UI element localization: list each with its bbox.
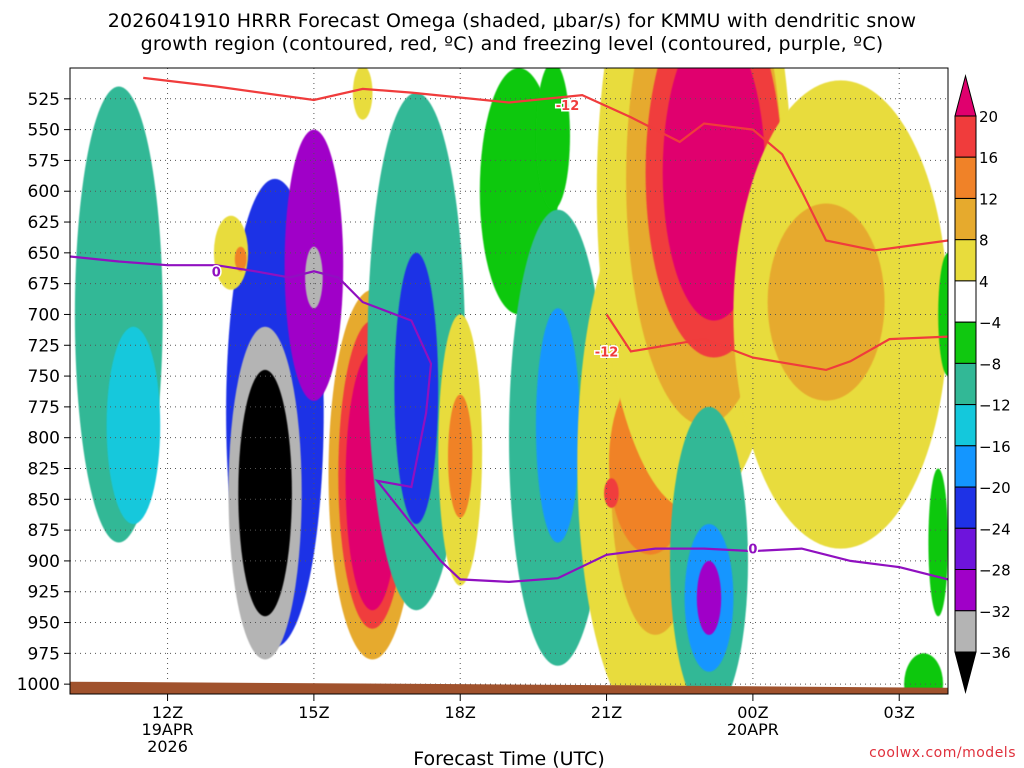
x-tick-label: 21Z	[591, 703, 622, 722]
dgz-contour-top	[143, 76, 948, 252]
x-tick-label: 15Z	[298, 703, 329, 722]
colorbar-label: 16	[979, 149, 998, 167]
colorbar-label: 4	[979, 273, 989, 291]
colorbar-label: 8	[979, 232, 989, 250]
colorbar-band	[954, 445, 977, 488]
colorbar-label: −12	[979, 397, 1011, 415]
colorbar-bottom-arrow	[954, 651, 977, 694]
colorbar-band	[954, 527, 977, 570]
y-tick-label: 600	[28, 182, 60, 202]
dgz-contour-bottom	[605, 313, 948, 372]
freezing-level-label: 0	[748, 543, 757, 558]
omega-cell	[234, 246, 247, 272]
y-tick-label: 925	[28, 583, 60, 603]
colorbar-top-arrow	[954, 74, 977, 117]
y-tick-label: 575	[28, 151, 60, 171]
plot-area: -12 -12 0 0	[70, 68, 948, 694]
dgz-contour-label: -12	[556, 99, 580, 114]
colorbar-label: −16	[979, 438, 1011, 456]
y-tick-label: 550	[28, 121, 60, 141]
x-tick-label: 18Z	[445, 703, 476, 722]
colorbar: 20 16 12 8 4 −4 −8 −12 −16 −20 −24 −28 −32 −36	[954, 74, 1011, 694]
x-tick-label: 12Z	[152, 703, 183, 722]
colorbar-band	[954, 486, 977, 529]
omega-cell	[106, 326, 161, 524]
colorbar-band	[954, 239, 977, 282]
colorbar-label: 20	[979, 108, 998, 126]
ground-fill	[70, 681, 948, 694]
dgz-contour-label: -12	[595, 345, 619, 360]
freezing-level-contour	[70, 255, 948, 584]
omega-cell	[305, 246, 323, 309]
plot-frame	[69, 67, 949, 695]
colorbar-label: −36	[979, 644, 1011, 662]
y-tick-label: 675	[28, 275, 60, 295]
omega-cell	[904, 653, 944, 694]
colorbar-band	[954, 280, 977, 323]
x-tick-label: 00Z	[737, 703, 768, 722]
colorbar-band	[954, 362, 977, 406]
colorbar-band	[954, 321, 977, 364]
omega-cell	[394, 252, 439, 524]
omega-cell	[238, 369, 292, 617]
contour-lines: -12 -12 0 0	[70, 76, 948, 584]
y-tick-label: 850	[28, 490, 60, 510]
omega-cell	[535, 68, 570, 210]
colorbar-band	[954, 404, 977, 447]
y-tick-label: 900	[28, 552, 60, 572]
credit-text: coolwx.com/models	[869, 745, 1016, 761]
y-tick-label: 700	[28, 305, 60, 325]
y-tick-label: 750	[28, 367, 60, 387]
y-tick-label: 1000	[17, 675, 60, 695]
ground-terrain	[70, 681, 948, 694]
y-tick-label: 950	[28, 614, 60, 634]
y-tick-label: 825	[28, 459, 60, 479]
y-tick-label: 800	[28, 429, 60, 449]
y-axis: 525 550 575 600 625 650 675 700 725 750 775 800 825 8…	[17, 90, 70, 695]
freezing-level-label: 0	[212, 265, 221, 280]
omega-cell	[604, 478, 619, 508]
y-tick-label: 775	[28, 398, 60, 418]
y-tick-label: 725	[28, 336, 60, 356]
chart-title-line-1: 2026041910 HRRR Forecast Omega (shaded, …	[107, 10, 917, 32]
y-tick-label: 625	[28, 213, 60, 233]
colorbar-label: −32	[979, 603, 1011, 621]
omega-cell	[767, 203, 885, 401]
colorbar-band	[954, 198, 977, 241]
colorbar-band	[954, 569, 977, 612]
colorbar-label: −20	[979, 479, 1011, 497]
colorbar-label: 12	[979, 191, 998, 209]
colorbar-label: −4	[979, 314, 1001, 332]
y-tick-label: 525	[28, 90, 60, 110]
colorbar-band	[954, 115, 977, 158]
colorbar-label: −28	[979, 562, 1011, 580]
omega-cell	[448, 394, 473, 518]
colorbar-band	[954, 156, 977, 199]
colorbar-label: −24	[979, 520, 1011, 538]
omega-cell	[696, 560, 722, 635]
omega-cell	[535, 308, 580, 543]
y-tick-label: 875	[28, 521, 60, 541]
x-tick-year: 2026	[147, 737, 188, 756]
x-tick-date: 20APR	[727, 720, 779, 739]
colorbar-band	[954, 610, 977, 653]
omega-cell	[352, 68, 373, 120]
colorbar-label: −8	[979, 355, 1001, 373]
chart-title-line-2: growth region (contoured, red, ºC) and f…	[140, 33, 884, 55]
x-tick-date: 19APR	[142, 720, 194, 739]
y-tick-label: 650	[28, 244, 60, 264]
x-axis-label: Forecast Time (UTC)	[413, 748, 604, 768]
x-tick-label: 03Z	[884, 703, 915, 722]
y-tick-label: 975	[28, 644, 60, 664]
omega-cell	[928, 468, 948, 617]
